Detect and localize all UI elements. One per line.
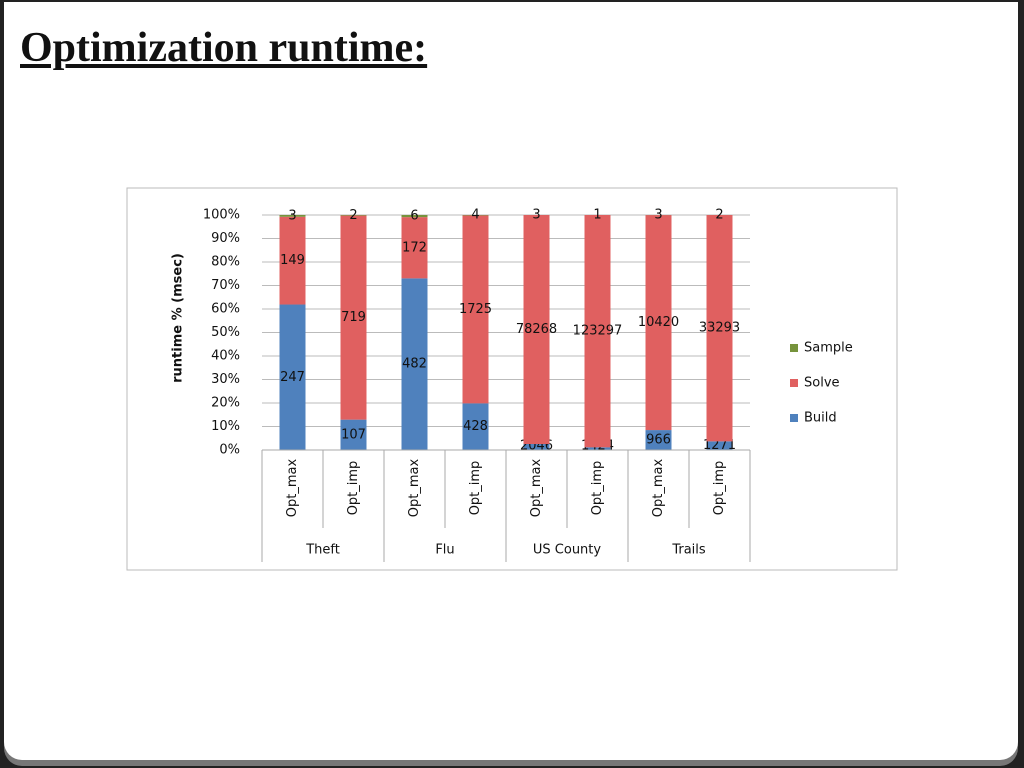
data-label: 172 [402, 240, 427, 255]
data-label: 107 [341, 427, 366, 442]
data-label: 966 [646, 433, 671, 448]
bar-segment [401, 215, 428, 218]
data-label: 2 [715, 208, 723, 223]
data-label: 3 [288, 208, 296, 223]
legend-swatch [790, 379, 798, 387]
x-tick-label: Opt_max [285, 458, 300, 517]
bar-segment [401, 217, 428, 279]
data-label: 149 [280, 253, 305, 268]
y-tick-label: 100% [203, 208, 240, 223]
y-tick-label: 80% [211, 255, 240, 270]
legend-label: Solve [804, 376, 840, 391]
bar-segment [584, 215, 611, 448]
legend-swatch [790, 414, 798, 422]
data-label: 4 [471, 208, 479, 223]
bar-segment [462, 215, 489, 404]
bar-segment [523, 215, 550, 445]
slide-title: Optimization runtime: [20, 25, 428, 71]
bar-segment [279, 216, 306, 305]
group-label: Flu [435, 543, 454, 558]
y-tick-label: 10% [211, 419, 240, 434]
data-label: 1 [593, 208, 601, 223]
y-tick-label: 70% [211, 278, 240, 293]
x-tick-label: Opt_imp [590, 461, 605, 516]
data-label: 3 [654, 208, 662, 223]
data-label: 1725 [459, 302, 492, 317]
bar-segment [645, 430, 672, 450]
legend-label: Build [804, 411, 837, 426]
y-tick-label: 90% [211, 231, 240, 246]
y-axis-label: runtime % (msec) [171, 253, 186, 383]
data-label: 428 [463, 419, 488, 434]
bar-segment [279, 215, 306, 217]
legend-swatch [790, 344, 798, 352]
bar-segment [523, 444, 550, 450]
legend-label: Sample [804, 341, 853, 356]
bar-segment [401, 278, 428, 450]
bar-segment [645, 215, 672, 431]
y-tick-label: 0% [219, 443, 240, 458]
y-tick-label: 60% [211, 302, 240, 317]
group-label: Theft [305, 543, 340, 558]
bar-segment [340, 419, 367, 450]
bar-segment [706, 441, 733, 450]
bar-segment [584, 447, 611, 450]
x-tick-label: Opt_max [407, 458, 422, 517]
y-tick-label: 20% [211, 396, 240, 411]
data-label: 10420 [638, 315, 679, 330]
data-label: 2 [349, 208, 357, 223]
x-tick-label: Opt_imp [712, 461, 727, 516]
bar-segment [462, 403, 489, 450]
data-label: 6 [410, 209, 418, 224]
bar-segment [706, 215, 733, 442]
bar-segment [279, 304, 306, 450]
y-tick-label: 30% [211, 372, 240, 387]
group-label: Trails [671, 543, 706, 558]
data-label: 247 [280, 370, 305, 385]
data-label: 33293 [699, 321, 740, 336]
data-label: 482 [402, 357, 427, 372]
data-label: 78268 [516, 322, 557, 337]
x-tick-label: Opt_max [651, 458, 666, 517]
x-tick-label: Opt_max [529, 458, 544, 517]
data-label: 123297 [573, 324, 623, 339]
bar-segment [340, 215, 367, 420]
data-label: 3 [532, 208, 540, 223]
data-label: 719 [341, 310, 366, 325]
y-tick-label: 40% [211, 349, 240, 364]
group-label: US County [533, 543, 602, 558]
data-label: 1271 [703, 438, 736, 453]
x-tick-label: Opt_imp [346, 461, 361, 516]
y-tick-label: 50% [211, 325, 240, 340]
x-tick-label: Opt_imp [468, 461, 483, 516]
bar-segment [340, 215, 367, 216]
